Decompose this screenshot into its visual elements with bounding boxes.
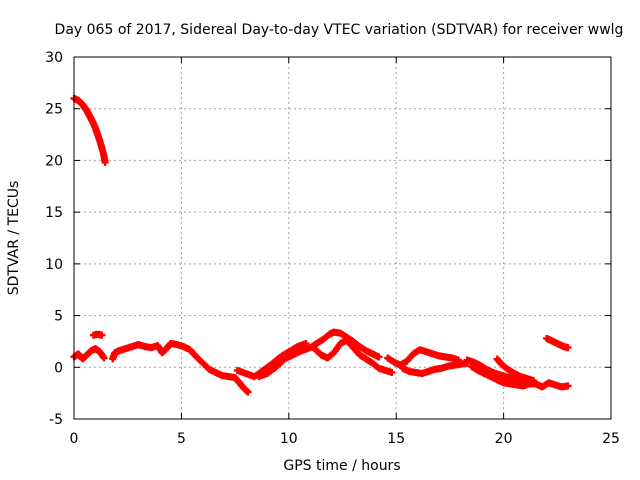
y-axis: -5 0 5 10 15 20 25 30 xyxy=(45,50,611,428)
grid xyxy=(74,57,611,419)
x-axis: 0 5 10 15 20 25 xyxy=(70,57,620,447)
y-tick-label: 30 xyxy=(45,50,63,66)
x-tick-label: 15 xyxy=(387,431,405,447)
data-point xyxy=(564,382,572,390)
chart-title: Day 065 of 2017, Sidereal Day-to-day VTE… xyxy=(55,22,624,38)
plot-frame xyxy=(73,56,612,420)
data-point xyxy=(530,377,538,385)
data-point xyxy=(244,388,252,396)
y-tick-label: 5 xyxy=(54,309,63,325)
data-point xyxy=(564,344,572,352)
y-axis-label: SDTVAR / TECUs xyxy=(6,181,22,296)
x-tick-label: 20 xyxy=(495,431,513,447)
data-point xyxy=(101,158,109,166)
y-tick-label: 10 xyxy=(45,257,63,273)
x-tick-label: 5 xyxy=(177,431,186,447)
y-tick-label: -5 xyxy=(49,412,63,428)
y-tick-label: 20 xyxy=(45,153,63,169)
x-tick-label: 10 xyxy=(280,431,298,447)
x-tick-label: 25 xyxy=(602,431,620,447)
y-tick-label: 25 xyxy=(45,102,63,118)
data-point xyxy=(98,331,106,339)
x-tick-label: 0 xyxy=(70,431,79,447)
x-axis-label: GPS time / hours xyxy=(283,458,400,474)
data-point xyxy=(375,353,383,361)
data-series xyxy=(70,94,572,396)
data-point xyxy=(100,354,108,362)
data-point xyxy=(388,368,396,376)
y-tick-label: 0 xyxy=(54,360,63,376)
y-tick-label: 15 xyxy=(45,205,63,221)
